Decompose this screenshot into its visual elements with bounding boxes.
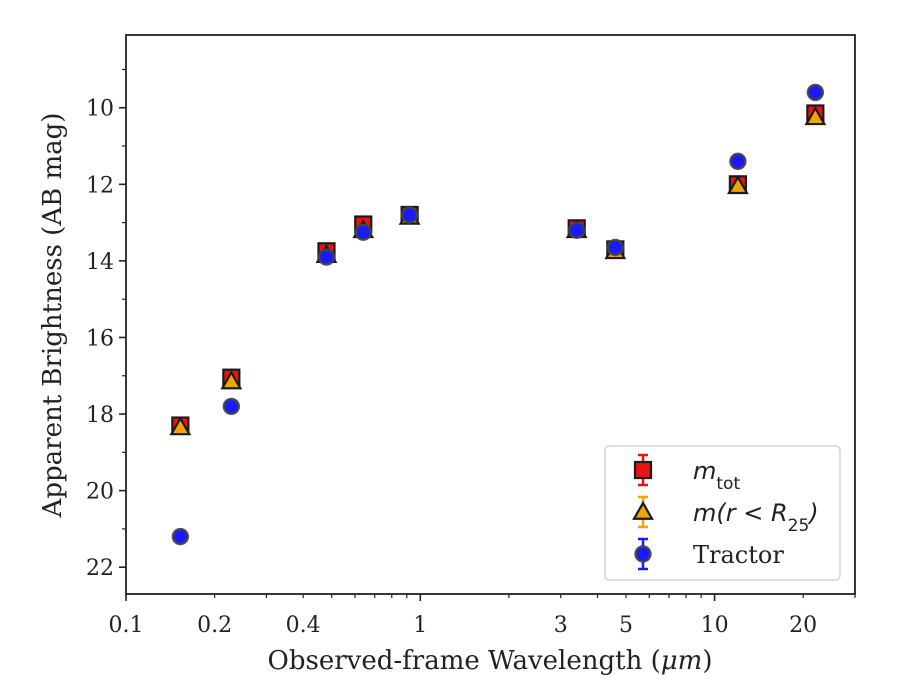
marker-triangle — [726, 175, 749, 195]
y-axis-ticks: 10 12 14 16 18 20 22 — [86, 68, 126, 581]
plot-frame — [125, 34, 856, 595]
x-tick-label: 0.1 — [109, 613, 144, 638]
marker-triangle — [632, 500, 654, 520]
marker-circle — [634, 545, 652, 563]
marker-circle — [171, 527, 190, 546]
marker-circle — [729, 152, 747, 171]
marker-circle — [806, 83, 825, 102]
y-axis-label: Apparent Brightness (AB mag) — [38, 113, 68, 519]
series-2 — [171, 83, 825, 546]
marker-circle — [222, 397, 241, 416]
marker-circle — [354, 223, 372, 241]
y-tick-label: 14 — [86, 250, 114, 275]
x-tick-label: 0.4 — [286, 613, 321, 638]
marker-circle — [400, 206, 419, 224]
marker-square — [633, 460, 653, 480]
marker-triangle — [220, 370, 243, 390]
marker-circle — [606, 238, 625, 257]
y-tick-label: 10 — [86, 97, 114, 122]
legend-entry-mtot: mtot — [693, 457, 740, 494]
x-tick-label: 10 — [701, 613, 729, 638]
x-tick-label: 0.2 — [197, 613, 232, 638]
legend-frame — [604, 445, 841, 581]
marker-circle — [568, 221, 586, 239]
y-tick-label: 22 — [86, 556, 114, 581]
x-tick-label: 5 — [619, 613, 633, 638]
legend-entry-m-r25: m(r < R25) — [693, 499, 819, 536]
legend-entry-tractor: Tractor — [693, 541, 784, 569]
legend: mtot m(r < R25) Tractor — [604, 445, 841, 581]
marker-triangle — [169, 416, 192, 436]
y-tick-label: 20 — [86, 480, 114, 505]
y-tick-label: 16 — [86, 326, 114, 351]
x-axis-ticks: 0.1 0.2 0.4 1 3 5 10 20 — [109, 594, 856, 638]
marker-circle — [317, 248, 336, 266]
x-tick-label: 1 — [413, 613, 427, 638]
y-tick-label: 18 — [86, 403, 114, 428]
data-markers — [169, 83, 827, 546]
x-tick-label: 3 — [554, 613, 568, 638]
x-axis-label: Observed-frame Wavelength (μm) — [268, 646, 713, 676]
x-tick-label: 20 — [789, 613, 817, 638]
marker-triangle — [804, 106, 827, 126]
y-tick-label: 12 — [86, 173, 114, 198]
